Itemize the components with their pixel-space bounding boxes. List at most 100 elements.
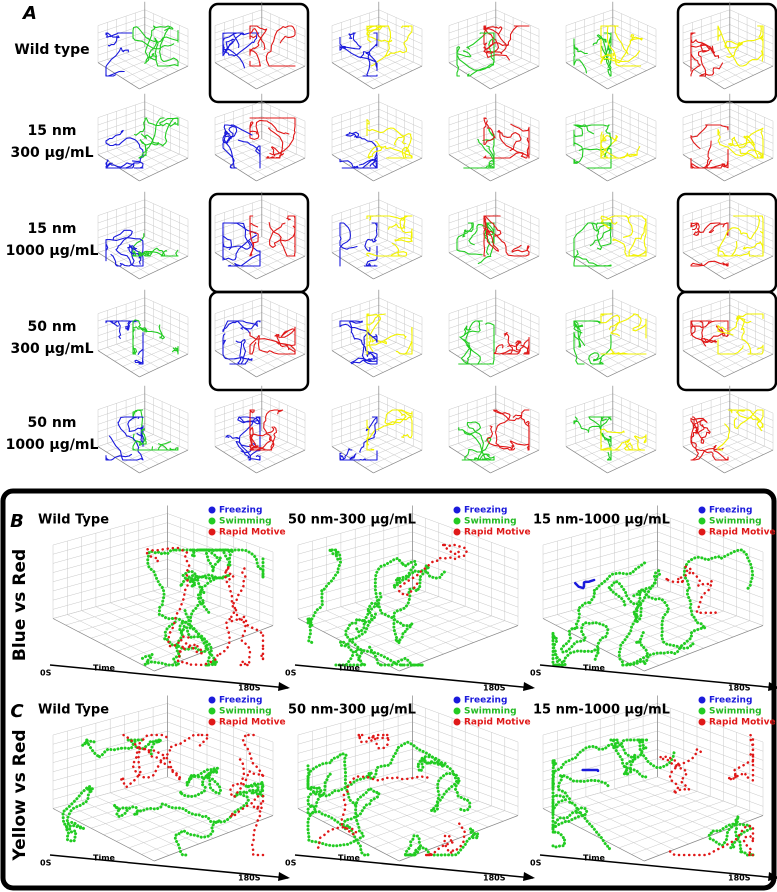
trajectory (132, 319, 165, 342)
trajectory (456, 32, 495, 71)
trajectory (224, 565, 265, 663)
wireframe (378, 116, 423, 137)
wireframe (97, 304, 145, 322)
wireframe (340, 240, 388, 259)
wireframe (495, 312, 540, 333)
wireframe (593, 340, 637, 364)
wireframe (399, 625, 519, 672)
wireframe (97, 206, 145, 224)
wireframe (261, 39, 306, 59)
wireframe (341, 59, 384, 85)
trajectory (384, 409, 413, 425)
trajectory (551, 757, 568, 849)
wireframe (590, 248, 639, 269)
wireframe (495, 236, 540, 257)
legend-marker (453, 707, 461, 715)
trajectory (493, 409, 530, 451)
wireframe (682, 304, 730, 322)
wireframe (473, 346, 522, 367)
wireframe (106, 338, 154, 357)
wireframe (52, 513, 168, 546)
wireframe (261, 9, 306, 30)
trajectory (395, 326, 413, 355)
wireframe (729, 24, 774, 45)
wireframe (122, 150, 171, 171)
wireframe (107, 249, 150, 275)
wireframe (331, 430, 379, 447)
legend-marker (698, 517, 706, 525)
wireframe (682, 430, 730, 447)
trajectory (483, 117, 496, 145)
wireframe (239, 58, 288, 79)
wireframe (248, 349, 297, 372)
trajectory (61, 785, 95, 843)
wireframe (495, 319, 540, 340)
wireframe (412, 730, 519, 770)
trajectory (249, 25, 266, 51)
wireframe (261, 24, 306, 45)
wireframe (628, 784, 734, 828)
wireframe (138, 594, 244, 638)
wireframe (729, 312, 774, 333)
trajectory (222, 222, 258, 261)
wireframe (331, 206, 379, 224)
trajectory (690, 140, 713, 169)
wireframe (256, 255, 306, 280)
wireframe (331, 123, 379, 141)
axis-end: 180S (483, 874, 506, 883)
trajectory (729, 127, 764, 159)
wireframe (691, 434, 739, 453)
axis-end: 180S (238, 874, 261, 883)
wireframe (214, 62, 257, 90)
wireframe (167, 522, 274, 562)
trajectory (691, 416, 711, 444)
wireframe (495, 24, 540, 45)
wireframe (106, 50, 154, 69)
wireframe (724, 157, 774, 182)
legend-label: Swimming (464, 517, 517, 527)
trajectory (606, 438, 612, 461)
wireframe (135, 49, 179, 71)
wireframe (490, 255, 540, 280)
wireframe (114, 146, 163, 166)
trajectory (339, 154, 378, 169)
wireframe (682, 446, 725, 474)
trajectory (222, 222, 251, 251)
trajectory (222, 32, 244, 57)
trajectory (132, 326, 148, 355)
wireframe (606, 610, 724, 652)
legend-marker (208, 707, 216, 715)
wireframe (495, 214, 540, 235)
trajectory (512, 414, 530, 451)
wireframe (701, 344, 744, 369)
trajectory (235, 416, 261, 440)
axis-start: 0S (40, 669, 52, 678)
trajectory (600, 428, 625, 451)
wireframe (729, 199, 774, 220)
arrow-head (768, 872, 777, 881)
wireframe (495, 415, 540, 436)
wireframe (657, 730, 764, 770)
wireframe (331, 101, 379, 118)
wireframe (378, 9, 423, 30)
wireframe (97, 16, 145, 34)
wireframe (612, 206, 657, 227)
wireframe (224, 347, 267, 373)
trajectory (483, 26, 510, 61)
wireframe (144, 101, 189, 122)
wireframe (297, 540, 413, 573)
trajectory (249, 331, 296, 355)
wireframe (378, 16, 423, 37)
wireframe (231, 244, 280, 264)
wireframe (565, 415, 613, 433)
wireframe (144, 393, 189, 414)
wireframe (361, 800, 479, 842)
wireframe (144, 229, 189, 249)
wireframe (214, 304, 262, 322)
trajectory (316, 775, 433, 849)
wireframe (214, 116, 262, 133)
wireframe (331, 400, 379, 418)
wireframe (398, 780, 504, 822)
trajectory (735, 315, 764, 355)
